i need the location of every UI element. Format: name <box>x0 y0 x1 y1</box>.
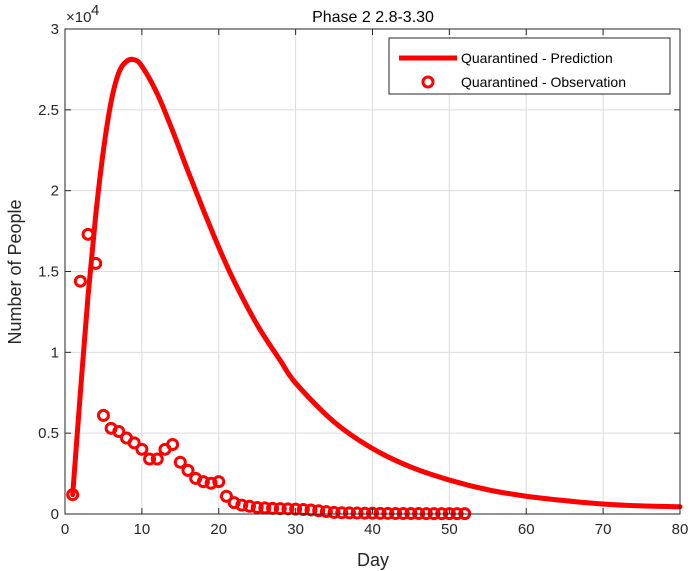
observation-point <box>135 442 149 456</box>
x-tick-label: 20 <box>210 521 227 538</box>
observation-point <box>342 506 356 520</box>
observation-point <box>381 506 395 520</box>
y-tick-label: 1.5 <box>38 264 59 281</box>
chart-title: Phase 2 2.8-3.30 <box>312 9 434 26</box>
observation-point <box>312 504 326 518</box>
observation-point <box>266 501 280 515</box>
observation-point <box>96 408 110 422</box>
y-tick-label: 1 <box>51 344 59 361</box>
y-exponent-base: ×10 <box>66 9 91 26</box>
y-axis-label: Number of People <box>5 199 25 344</box>
x-axis-label: Day <box>357 550 389 570</box>
x-tick-label: 10 <box>134 521 151 538</box>
x-tick-label: 70 <box>595 521 612 538</box>
observation-point <box>235 498 249 512</box>
y-exponent-power: 4 <box>91 2 99 19</box>
y-axis-ticks: 0 0.5 1 1.5 2 2.5 3 <box>38 21 680 523</box>
x-tick-label: 40 <box>364 521 381 538</box>
observation-point <box>319 505 333 519</box>
x-tick-label: 50 <box>441 521 458 538</box>
x-tick-label: 60 <box>518 521 535 538</box>
observation-point <box>335 506 349 520</box>
observation-point <box>81 227 95 241</box>
x-tick-label: 0 <box>61 521 69 538</box>
legend: Quarantined - Prediction Quarantined - O… <box>388 37 671 95</box>
legend-observation-label: Quarantined - Observation <box>461 74 626 90</box>
observation-point <box>327 505 341 519</box>
y-tick-label: 0 <box>51 506 59 523</box>
observation-point <box>166 437 180 451</box>
observation-series <box>66 227 472 521</box>
prediction-series <box>70 56 683 510</box>
y-tick-label: 2 <box>51 183 59 200</box>
observation-point <box>219 489 233 503</box>
observation-point <box>350 506 364 520</box>
observation-point <box>66 488 80 502</box>
y-tick-label: 0.5 <box>38 425 59 442</box>
legend-prediction-label: Quarantined - Prediction <box>461 50 613 66</box>
observation-point <box>181 463 195 477</box>
observation-point <box>112 425 126 439</box>
x-tick-label: 80 <box>672 521 689 538</box>
observation-point <box>150 452 164 466</box>
legend-observation-swatch <box>421 75 435 89</box>
observation-point <box>250 501 264 515</box>
y-tick-label: 3 <box>51 21 59 38</box>
prediction-line <box>70 56 683 510</box>
observation-point <box>304 503 318 517</box>
observation-point <box>204 476 218 490</box>
x-axis-ticks: 0 10 20 30 40 50 60 70 80 <box>61 29 689 538</box>
observation-point <box>173 455 187 469</box>
observation-point <box>143 452 157 466</box>
x-tick-label: 30 <box>287 521 304 538</box>
observation-point <box>212 475 226 489</box>
observation-point <box>258 501 272 515</box>
observation-point <box>373 506 387 520</box>
observation-point <box>89 256 103 270</box>
observation-point <box>127 436 141 450</box>
y-tick-label: 2.5 <box>38 102 59 119</box>
observation-point <box>73 274 87 288</box>
observation-point <box>196 475 210 489</box>
legend-box <box>388 37 671 95</box>
observation-point <box>243 499 256 513</box>
observation-point <box>358 506 372 520</box>
y-axis-exponent: ×10 4 <box>66 2 99 26</box>
observation-point <box>227 496 241 510</box>
